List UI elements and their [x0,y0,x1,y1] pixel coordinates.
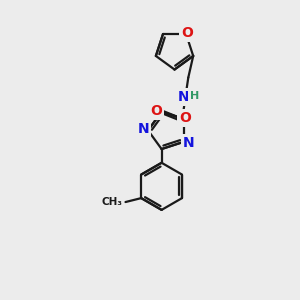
Text: N: N [137,122,149,136]
Text: O: O [180,111,191,125]
Text: CH₃: CH₃ [102,197,123,207]
Text: N: N [183,136,194,150]
Text: O: O [150,104,162,118]
Text: H: H [190,91,199,101]
Text: O: O [181,26,193,40]
Text: N: N [178,90,189,104]
